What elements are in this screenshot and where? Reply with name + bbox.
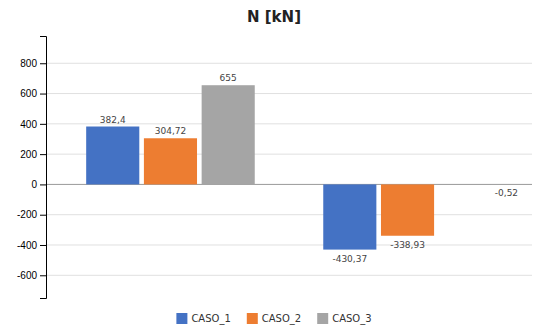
y-tick: -400	[17, 240, 46, 251]
data-label: -430,37	[332, 254, 367, 264]
y-tick: 200	[20, 149, 46, 160]
y-tick: -200	[17, 209, 46, 220]
legend-label: CASO_2	[262, 313, 301, 325]
grid-line	[46, 214, 532, 215]
y-tick-mark	[40, 124, 46, 125]
grid-line	[46, 244, 532, 245]
chart: N [kN] -600 -400 -200 0 200 400 600 800 382,4 -430…	[0, 0, 548, 334]
legend-item: CASO_2	[247, 313, 301, 325]
legend-label: CASO_1	[191, 313, 230, 325]
y-tick-mark	[40, 184, 46, 185]
grid-line	[46, 275, 532, 276]
bar	[202, 85, 255, 184]
bar	[323, 184, 376, 249]
legend-swatch	[176, 313, 187, 324]
y-tick-mark	[40, 94, 46, 95]
y-tick-mark	[40, 245, 46, 246]
bar	[144, 138, 197, 184]
y-tick-label: 800	[20, 58, 37, 69]
grid-line	[46, 63, 532, 64]
legend-swatch	[317, 313, 328, 324]
y-tick-mark	[40, 215, 46, 216]
data-label: -338,93	[390, 240, 425, 250]
data-label: 382,4	[100, 115, 126, 125]
y-tick-mark	[40, 275, 46, 276]
y-tick: 0	[31, 179, 46, 190]
y-tick: 800	[20, 58, 46, 69]
grid	[46, 63, 532, 275]
legend: CASO_1 CASO_2 CASO_3	[176, 313, 371, 325]
grid-line	[46, 93, 532, 94]
y-tick-label: 200	[20, 149, 37, 160]
y-tick-label: 0	[31, 179, 37, 190]
legend-label: CASO_3	[332, 313, 371, 325]
y-tick-label: -600	[17, 270, 37, 281]
bar	[381, 184, 434, 235]
plot: -600 -400 -200 0 200 400 600 800 382,4 -430,37 304…	[17, 37, 532, 299]
y-tick-mark	[40, 154, 46, 155]
data-label: 304,72	[155, 126, 187, 136]
legend-item: CASO_1	[176, 313, 230, 325]
bar	[86, 127, 139, 185]
y-tick-label: 400	[20, 119, 37, 130]
y-tick: -600	[17, 270, 46, 281]
y-tick-mark	[40, 63, 46, 64]
y-tick-label: -200	[17, 209, 37, 220]
y-axis-line	[40, 37, 47, 299]
bar	[439, 184, 492, 185]
y-tick: 600	[20, 88, 46, 99]
y-tick-label: -400	[17, 240, 37, 251]
data-label: -0,52	[495, 188, 518, 198]
bars	[86, 85, 492, 249]
legend-swatch	[247, 313, 258, 324]
y-axis: -600 -400 -200 0 200 400 600 800	[17, 37, 47, 299]
title: N [kN]	[247, 8, 301, 26]
y-tick: 400	[20, 119, 46, 130]
y-tick-label: 600	[20, 88, 37, 99]
legend-item: CASO_3	[317, 313, 371, 325]
data-label: 655	[220, 73, 237, 83]
data-labels: 382,4 -430,37 304,72 -338,93 655 -0,52	[100, 73, 518, 263]
